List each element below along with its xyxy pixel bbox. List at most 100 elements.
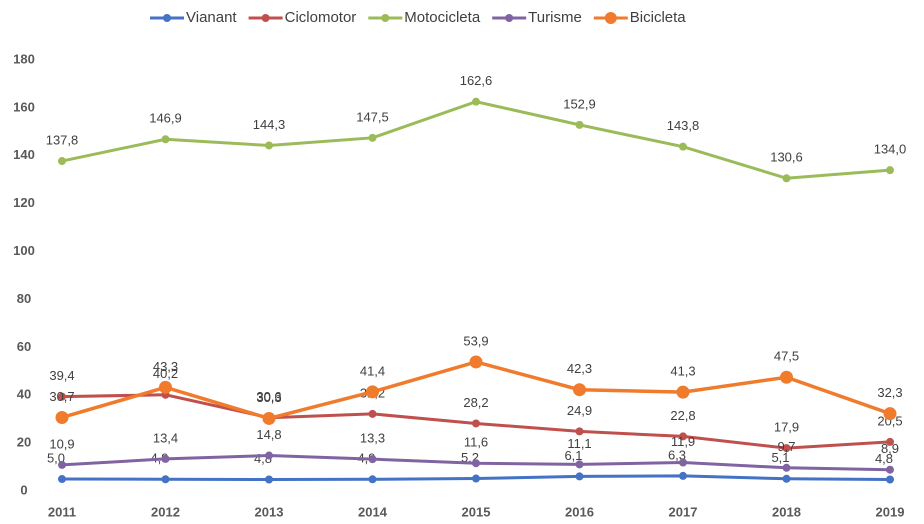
point	[575, 460, 584, 469]
data-label: 137,8	[46, 132, 79, 147]
point	[469, 355, 483, 369]
point	[886, 437, 894, 446]
point	[883, 407, 897, 421]
point	[368, 409, 377, 418]
y-tick-label: 60	[17, 339, 31, 354]
point	[575, 472, 584, 481]
data-label: 40,2	[153, 366, 178, 381]
x-tick-label: 2017	[669, 504, 698, 519]
data-label: 5,1	[771, 450, 789, 465]
x-tick-label: 2013	[255, 504, 284, 519]
legend-marker	[604, 12, 617, 24]
point	[782, 174, 791, 183]
data-label: 134,0	[874, 142, 907, 157]
point	[265, 475, 273, 484]
point	[782, 474, 791, 483]
x-tick-label: 2014	[358, 504, 388, 519]
point	[472, 97, 480, 106]
data-label: 24,9	[567, 403, 592, 418]
point	[676, 385, 690, 399]
series-line	[61, 360, 891, 421]
point	[368, 133, 377, 142]
point	[782, 444, 791, 453]
point	[472, 419, 480, 428]
point	[573, 383, 586, 397]
data-label: 162,6	[460, 73, 493, 88]
data-label: 9,7	[777, 439, 795, 454]
data-label: 20,5	[877, 413, 902, 428]
data-label: 30,7	[49, 389, 74, 404]
data-label: 143,8	[667, 118, 700, 133]
data-label: 147,5	[356, 109, 389, 124]
data-label: 130,6	[770, 150, 803, 165]
data-label: 13,3	[360, 431, 385, 446]
point	[161, 135, 170, 144]
legend-label: Vianant	[186, 9, 237, 26]
point	[886, 166, 894, 175]
point	[472, 459, 480, 468]
x-tick-label: 2015	[462, 504, 491, 519]
point	[679, 471, 687, 480]
point	[366, 385, 379, 399]
legend-label: Turisme	[528, 9, 582, 26]
data-label: 6,3	[668, 447, 686, 462]
point	[58, 392, 66, 401]
legend-marker	[163, 14, 171, 22]
data-label: 41,4	[360, 363, 385, 378]
y-tick-label: 140	[13, 147, 35, 162]
x-tick-label: 2016	[565, 504, 594, 519]
data-label: 8,9	[881, 441, 899, 456]
series-line	[61, 100, 891, 180]
point	[782, 463, 791, 472]
legend-label: Ciclomotor	[285, 9, 357, 26]
point	[161, 475, 170, 484]
data-label: 28,2	[463, 395, 488, 410]
data-label: 22,8	[670, 408, 695, 423]
data-label: 30,3	[256, 390, 281, 405]
y-tick-label: 120	[13, 195, 35, 210]
y-tick-label: 180	[13, 51, 35, 66]
legend-label: Bicicleta	[630, 9, 687, 26]
data-label: 146,9	[149, 111, 182, 126]
point	[265, 141, 273, 150]
data-label: 13,4	[153, 430, 178, 445]
x-tick-label: 2011	[48, 504, 76, 519]
y-tick-label: 40	[17, 387, 31, 402]
data-label: 4,8	[875, 451, 893, 466]
data-label: 47,5	[774, 349, 799, 364]
data-label: 6,1	[564, 448, 582, 463]
data-label: 53,9	[463, 333, 488, 348]
point	[368, 475, 377, 484]
data-label: 42,3	[567, 361, 592, 376]
y-tick-label: 0	[20, 482, 27, 497]
data-label: 17,9	[774, 420, 799, 435]
point	[58, 157, 66, 166]
point	[575, 120, 584, 129]
x-tick-label: 2019	[876, 504, 905, 519]
legend-marker	[505, 14, 514, 22]
point	[886, 475, 894, 484]
point	[262, 411, 276, 425]
point	[575, 427, 584, 436]
point	[780, 370, 793, 384]
data-label: 32,3	[877, 385, 902, 400]
point	[161, 454, 170, 463]
point	[472, 474, 480, 483]
point	[679, 432, 687, 441]
data-label: 14,8	[256, 427, 281, 442]
point	[159, 380, 172, 394]
y-tick-label: 160	[13, 99, 35, 114]
legend-marker	[381, 14, 390, 22]
legend-label: Motocicleta	[404, 9, 481, 26]
point	[58, 460, 66, 469]
x-tick-label: 2012	[151, 504, 180, 519]
data-label: 11,6	[464, 435, 488, 450]
x-tick-label: 2018	[772, 504, 801, 519]
data-label: 144,3	[253, 117, 286, 132]
y-tick-label: 100	[13, 243, 35, 258]
point	[368, 455, 377, 464]
y-tick-label: 20	[17, 435, 31, 450]
data-label: 39,4	[49, 368, 74, 383]
point	[55, 410, 69, 424]
